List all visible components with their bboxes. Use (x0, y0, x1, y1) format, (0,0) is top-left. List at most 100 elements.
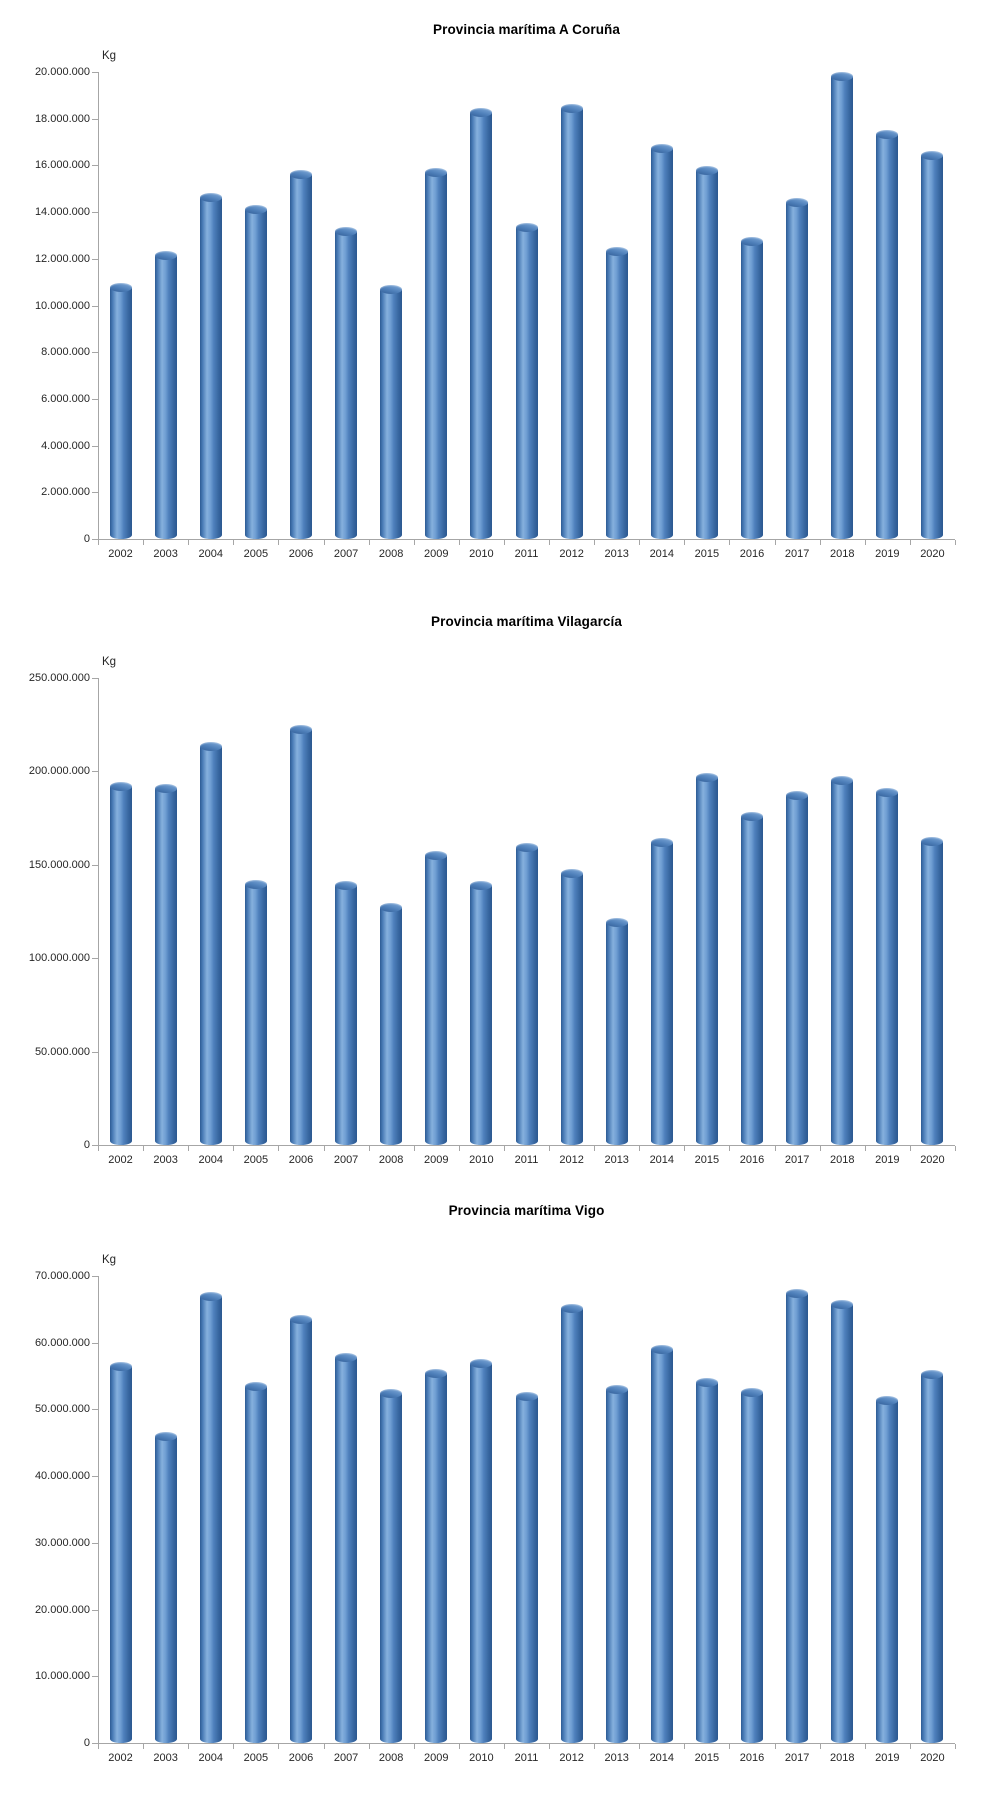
x-axis-label: 2016 (739, 548, 765, 560)
x-axis-tick (413, 1744, 415, 1749)
y-axis-label: 8.000.000 (41, 346, 90, 359)
bar-2004 (199, 742, 222, 1145)
x-axis-tick (503, 540, 505, 545)
y-axis-tick (92, 212, 99, 214)
bar-cap (470, 881, 493, 890)
x-axis-tick (909, 1744, 911, 1749)
bar-2017 (786, 1289, 809, 1743)
y-axis-tick (92, 398, 99, 400)
bar-2007 (335, 881, 358, 1145)
y-axis-tick (92, 1609, 99, 1611)
x-axis-label: 2009 (424, 1752, 449, 1764)
y-axis-label: 250.000.000 (28, 672, 90, 684)
bar-cap (695, 1378, 718, 1387)
x-axis-tick (368, 1146, 370, 1151)
bar-2006 (289, 170, 312, 539)
x-axis-label: 2014 (649, 1752, 675, 1764)
y-axis-tick (92, 445, 99, 447)
bar-2004 (199, 1292, 222, 1743)
x-axis-label: 2013 (604, 1752, 629, 1764)
x-axis-label: 2011 (514, 548, 539, 560)
bar-cap (560, 1304, 583, 1313)
bar-cap (650, 838, 673, 847)
x-axis-tick (503, 1744, 505, 1749)
bar-cap (289, 170, 312, 179)
x-axis-tick (819, 540, 821, 545)
x-axis-tick (233, 1744, 235, 1749)
bar-2016 (741, 1388, 764, 1743)
x-axis-label: 2013 (604, 548, 629, 560)
bar-2009 (425, 851, 448, 1145)
bar-2006 (289, 725, 312, 1145)
x-axis-tick (594, 1146, 596, 1151)
y-axis-tick (92, 771, 99, 773)
bar-2003 (154, 1432, 177, 1743)
x-axis-tick (323, 1744, 325, 1749)
x-axis-tick (729, 1146, 731, 1151)
bar-cap (425, 851, 448, 860)
bar-cap (695, 773, 718, 782)
x-axis-tick (819, 1744, 821, 1749)
x-axis-tick (684, 540, 686, 545)
plot-area: Kg 0 50.000.000 100.000.000 150.000.000 200.0… (0, 656, 985, 1166)
bar-cap (831, 776, 854, 785)
x-axis-label: 2012 (559, 1154, 584, 1166)
x-axis-label: 2018 (829, 548, 855, 560)
x-axis-tick (368, 1744, 370, 1749)
x-axis-label: 2017 (784, 1154, 810, 1166)
bar-cap (876, 1396, 899, 1405)
x-axis-label: 2012 (559, 1752, 584, 1764)
bar-2002 (109, 283, 132, 539)
bar-cap (199, 742, 222, 751)
x-axis-label: 2005 (243, 548, 269, 560)
bar-cap (650, 144, 673, 153)
plot-area: Kg 0 10.000.000 20.000.000 30.000.000 40.000.… (0, 1254, 985, 1764)
x-axis-tick (549, 1744, 551, 1749)
bar-2002 (109, 782, 132, 1145)
y-axis-tick (92, 1276, 99, 1277)
x-axis-label: 2004 (198, 548, 223, 560)
bar-cap (741, 237, 764, 246)
bar-cap (335, 1353, 358, 1362)
x-axis-tick (639, 1744, 641, 1749)
x-axis-tick (278, 1744, 280, 1749)
x-axis-tick (955, 1744, 956, 1749)
chart-title: Provincia marítima Vigo (448, 1203, 605, 1218)
bar-2015 (695, 1378, 718, 1743)
x-axis-label: 2008 (378, 1154, 404, 1166)
x-axis-label: 2007 (333, 1154, 359, 1166)
y-axis-label: 30.000.000 (34, 1536, 90, 1549)
x-axis-tick (143, 1744, 145, 1749)
x-axis-tick (639, 540, 641, 545)
bar-2008 (380, 903, 403, 1145)
bar-cap (154, 784, 177, 793)
x-axis-tick (774, 540, 776, 545)
x-axis-label: 2019 (875, 1752, 900, 1764)
bar-cap (786, 791, 809, 800)
bar-2007 (335, 1353, 358, 1743)
x-axis-tick (909, 1146, 911, 1151)
bar-cap (605, 1385, 628, 1394)
x-axis-label: 2013 (604, 1154, 629, 1166)
x-axis-label: 2018 (829, 1154, 855, 1166)
x-axis-tick (774, 1146, 776, 1151)
bar-2008 (380, 285, 403, 539)
bar-cap (244, 205, 267, 214)
bar-2014 (650, 838, 673, 1145)
bar-2014 (650, 144, 673, 539)
bar-2003 (154, 251, 177, 539)
y-axis-tick (92, 864, 99, 866)
x-axis-tick (729, 1744, 731, 1749)
x-axis-tick (278, 540, 280, 545)
x-axis-tick (188, 1744, 190, 1749)
y-axis-tick (92, 118, 99, 120)
x-axis-label: 2020 (920, 548, 945, 560)
x-axis-label: 2010 (469, 1752, 494, 1764)
y-axis-label: 60.000.000 (34, 1336, 90, 1349)
y-axis-label: 100.000.000 (28, 952, 90, 965)
bar-2010 (470, 108, 493, 539)
bar-2012 (560, 104, 583, 539)
bar-2011 (515, 843, 538, 1145)
bar-cap (244, 1382, 267, 1391)
